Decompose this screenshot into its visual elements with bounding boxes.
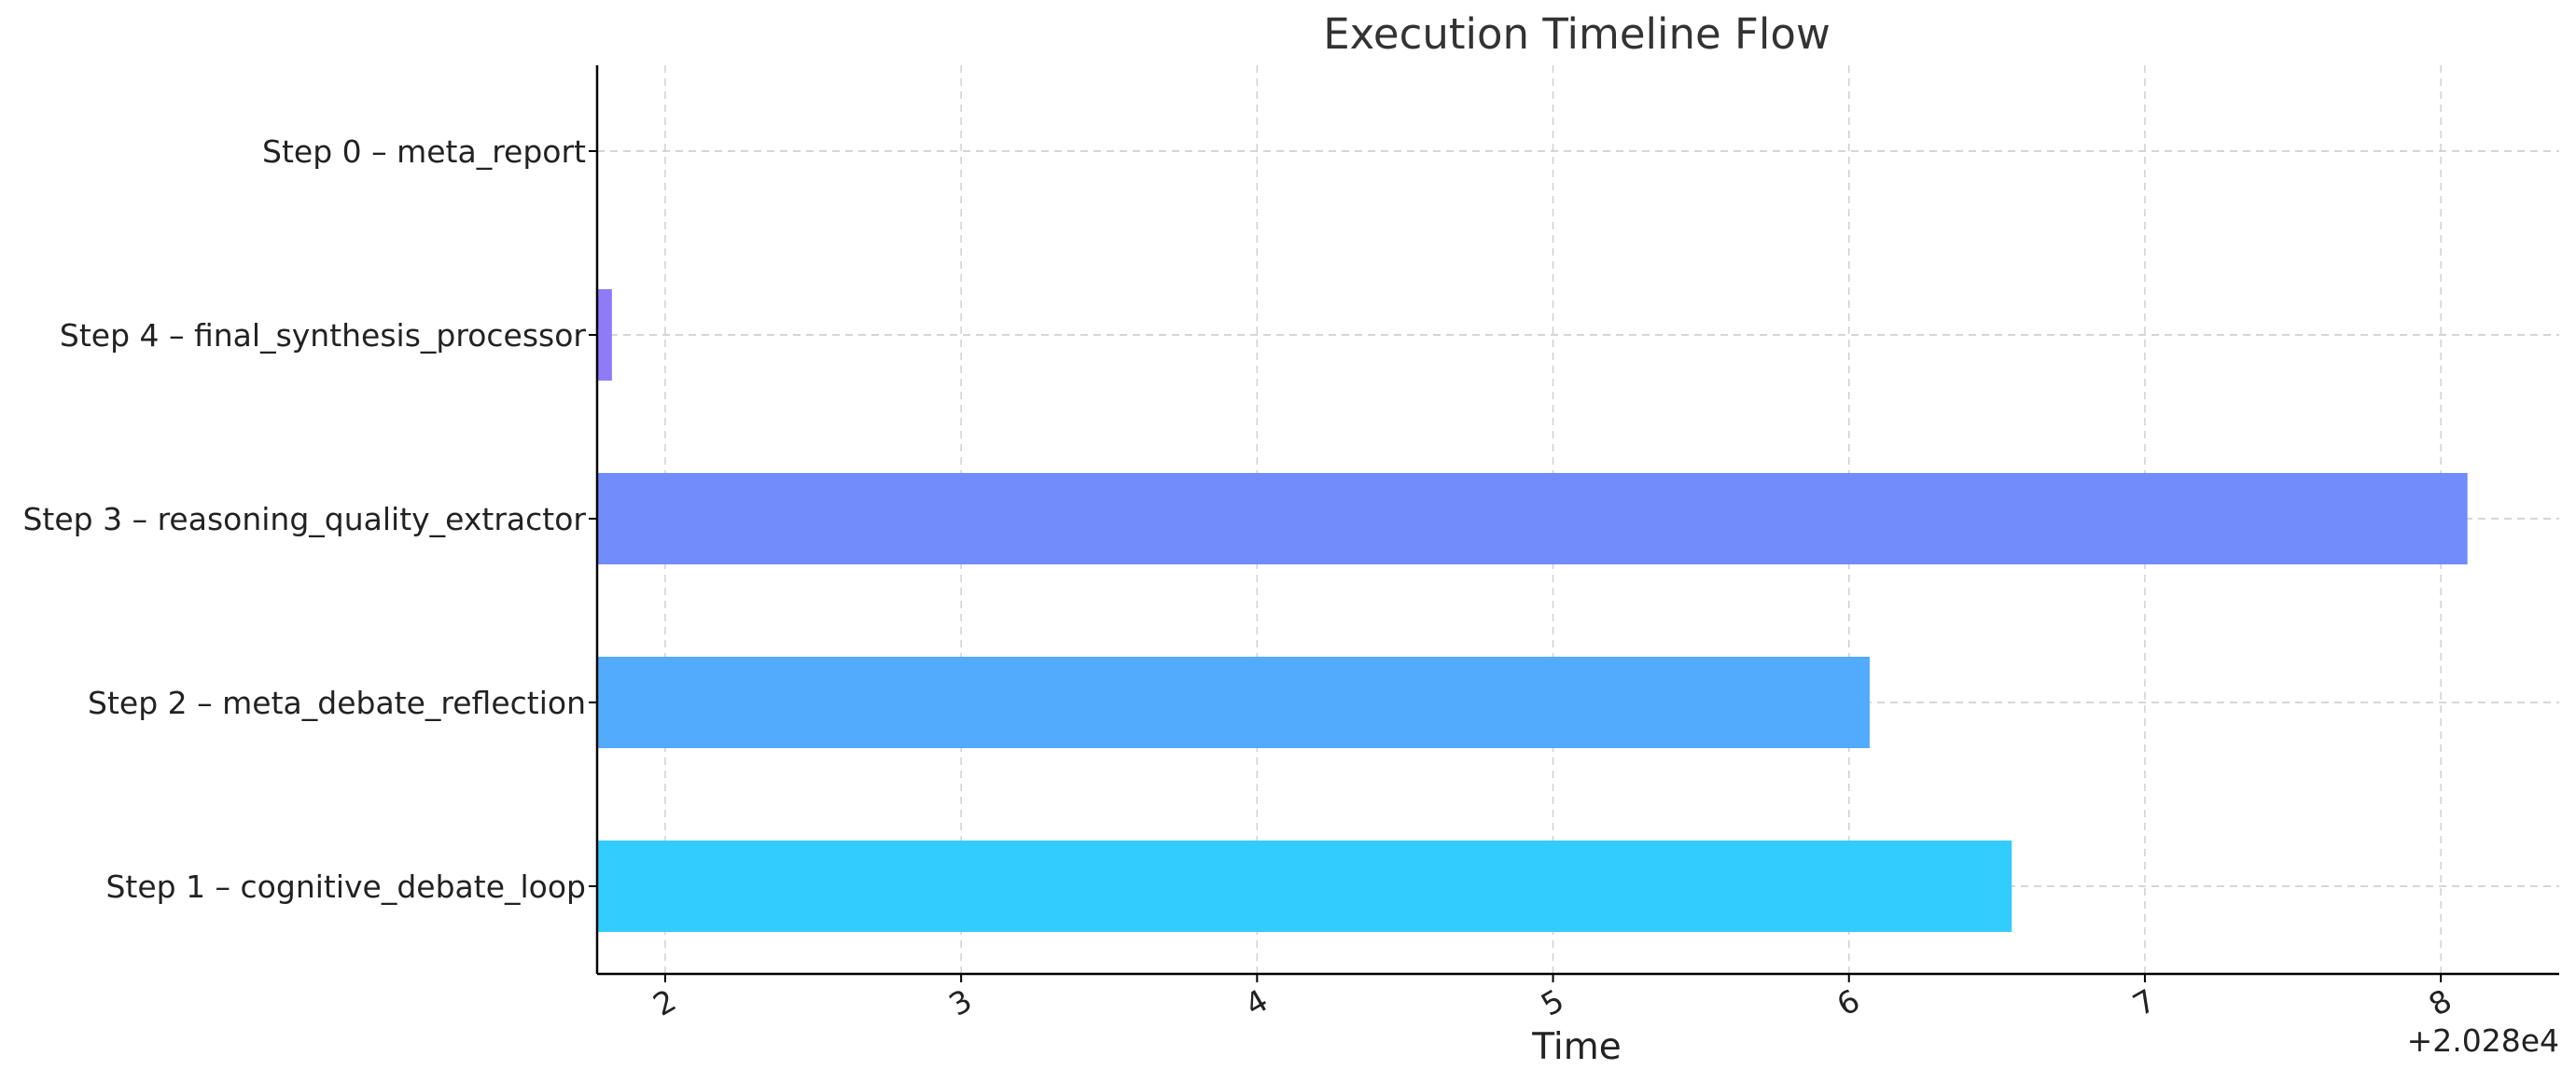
x-tick-label: 3 bbox=[943, 982, 979, 1023]
y-tick-label: Step 3 – reasoning_quality_extractor bbox=[22, 501, 586, 537]
x-tick-label: 5 bbox=[1535, 982, 1570, 1023]
bar-step bbox=[597, 841, 2012, 932]
x-axis-label: Time bbox=[1531, 1026, 1621, 1068]
x-tick-label: 8 bbox=[2423, 982, 2458, 1023]
x-tick-label: 4 bbox=[1239, 982, 1274, 1023]
x-tick-label: 2 bbox=[647, 982, 682, 1023]
y-axis-ticks: Step 1 – cognitive_debate_loop Step 2 – m… bbox=[22, 133, 597, 905]
y-tick-label: Step 2 – meta_debate_reflection bbox=[88, 685, 586, 721]
y-tick-label: Step 0 – meta_report bbox=[262, 133, 586, 170]
chart-title: Execution Timeline Flow bbox=[1323, 9, 1831, 59]
bar-step bbox=[597, 657, 1870, 748]
bar-step bbox=[597, 289, 612, 381]
y-tick-label: Step 1 – cognitive_debate_loop bbox=[105, 869, 586, 905]
x-tick-label: 6 bbox=[1831, 982, 1866, 1023]
x-axis-offset-label: +2.028e4 bbox=[2407, 1022, 2559, 1059]
x-tick-label: 7 bbox=[2126, 982, 2162, 1023]
x-axis-ticks: 2 3 4 5 6 7 8 bbox=[647, 974, 2458, 1023]
bar-step bbox=[597, 473, 2468, 564]
bars bbox=[597, 289, 2468, 932]
y-tick-label: Step 4 – final_synthesis_processor bbox=[60, 317, 587, 354]
